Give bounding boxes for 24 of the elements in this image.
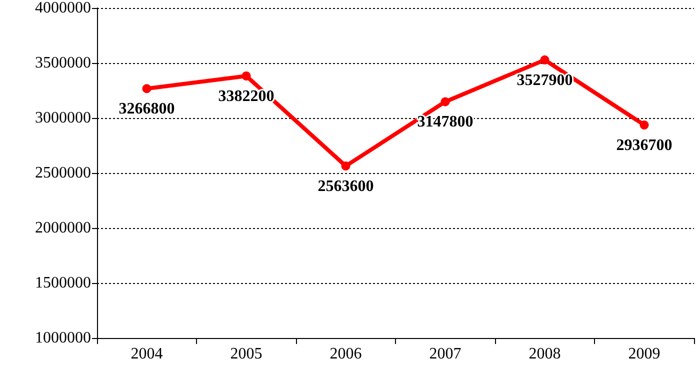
y-tick-label: 2000000 <box>35 220 91 236</box>
point <box>540 55 550 64</box>
data-label: 3527900 <box>516 72 573 89</box>
y-tick-label: 1000000 <box>35 330 91 346</box>
data-label: 3266800 <box>118 100 175 118</box>
point <box>440 97 450 106</box>
x-tick-label: 2009 <box>628 346 660 362</box>
data-label: 2936700 <box>616 136 672 154</box>
y-tick-label: 1500000 <box>35 274 91 292</box>
point <box>341 162 350 170</box>
x-tick-label: 2007 <box>429 346 462 362</box>
point <box>142 84 152 94</box>
x-tick-label: 2005 <box>230 346 262 362</box>
y-tick-label: 2500000 <box>35 164 91 182</box>
data-label: 3147800 <box>417 114 474 131</box>
x-tick-label: 2006 <box>330 346 362 362</box>
y-tick-label: 3500000 <box>35 54 91 72</box>
x-tick-label: 2008 <box>528 346 561 362</box>
point <box>640 120 649 130</box>
x-tick-label: 2004 <box>130 346 163 362</box>
point <box>242 71 251 80</box>
y-tick-label: 3000000 <box>35 110 91 126</box>
y-tick-label: 4000000 <box>35 0 91 16</box>
data-label: 2563600 <box>318 178 374 196</box>
